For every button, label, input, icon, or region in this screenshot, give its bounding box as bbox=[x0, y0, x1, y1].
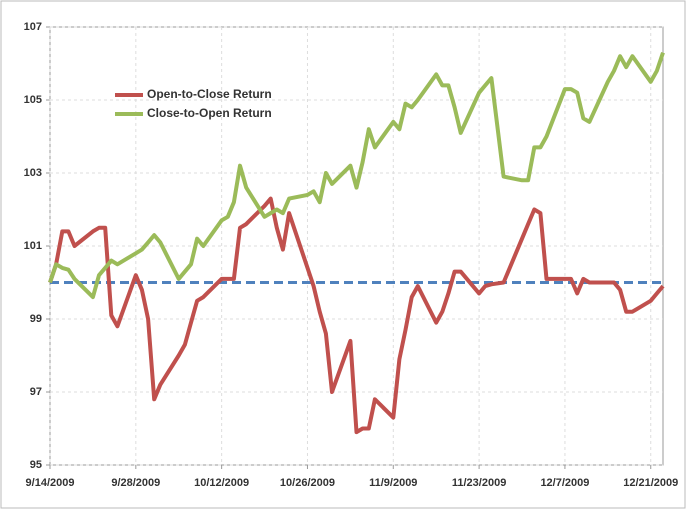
x-tick-label: 11/9/2009 bbox=[369, 477, 417, 489]
x-tick-label: 9/28/2009 bbox=[111, 477, 160, 489]
y-tick-label: 107 bbox=[24, 21, 42, 33]
series-line bbox=[48, 51, 665, 300]
legend-label: Close-to-Open Return bbox=[147, 106, 272, 120]
y-tick-label: 101 bbox=[24, 240, 42, 252]
legend: Open-to-Close Return Close-to-Open Return bbox=[115, 87, 272, 120]
legend-label: Open-to-Close Return bbox=[147, 87, 272, 101]
x-tick-label: 9/14/2009 bbox=[26, 477, 75, 489]
x-tick-label: 12/7/2009 bbox=[540, 477, 589, 489]
y-tick-label: 97 bbox=[30, 386, 42, 398]
y-tick-label: 95 bbox=[30, 459, 42, 471]
y-tick-label: 103 bbox=[24, 167, 42, 179]
x-tick-label: 10/26/2009 bbox=[280, 477, 335, 489]
x-tick-label: 11/23/2009 bbox=[452, 477, 506, 489]
x-tick-label: 10/12/2009 bbox=[194, 477, 249, 489]
x-tick-label: 12/21/2009 bbox=[623, 477, 678, 489]
y-tick-label: 105 bbox=[24, 94, 42, 106]
series-line bbox=[48, 196, 665, 435]
y-tick-label: 99 bbox=[30, 313, 42, 325]
